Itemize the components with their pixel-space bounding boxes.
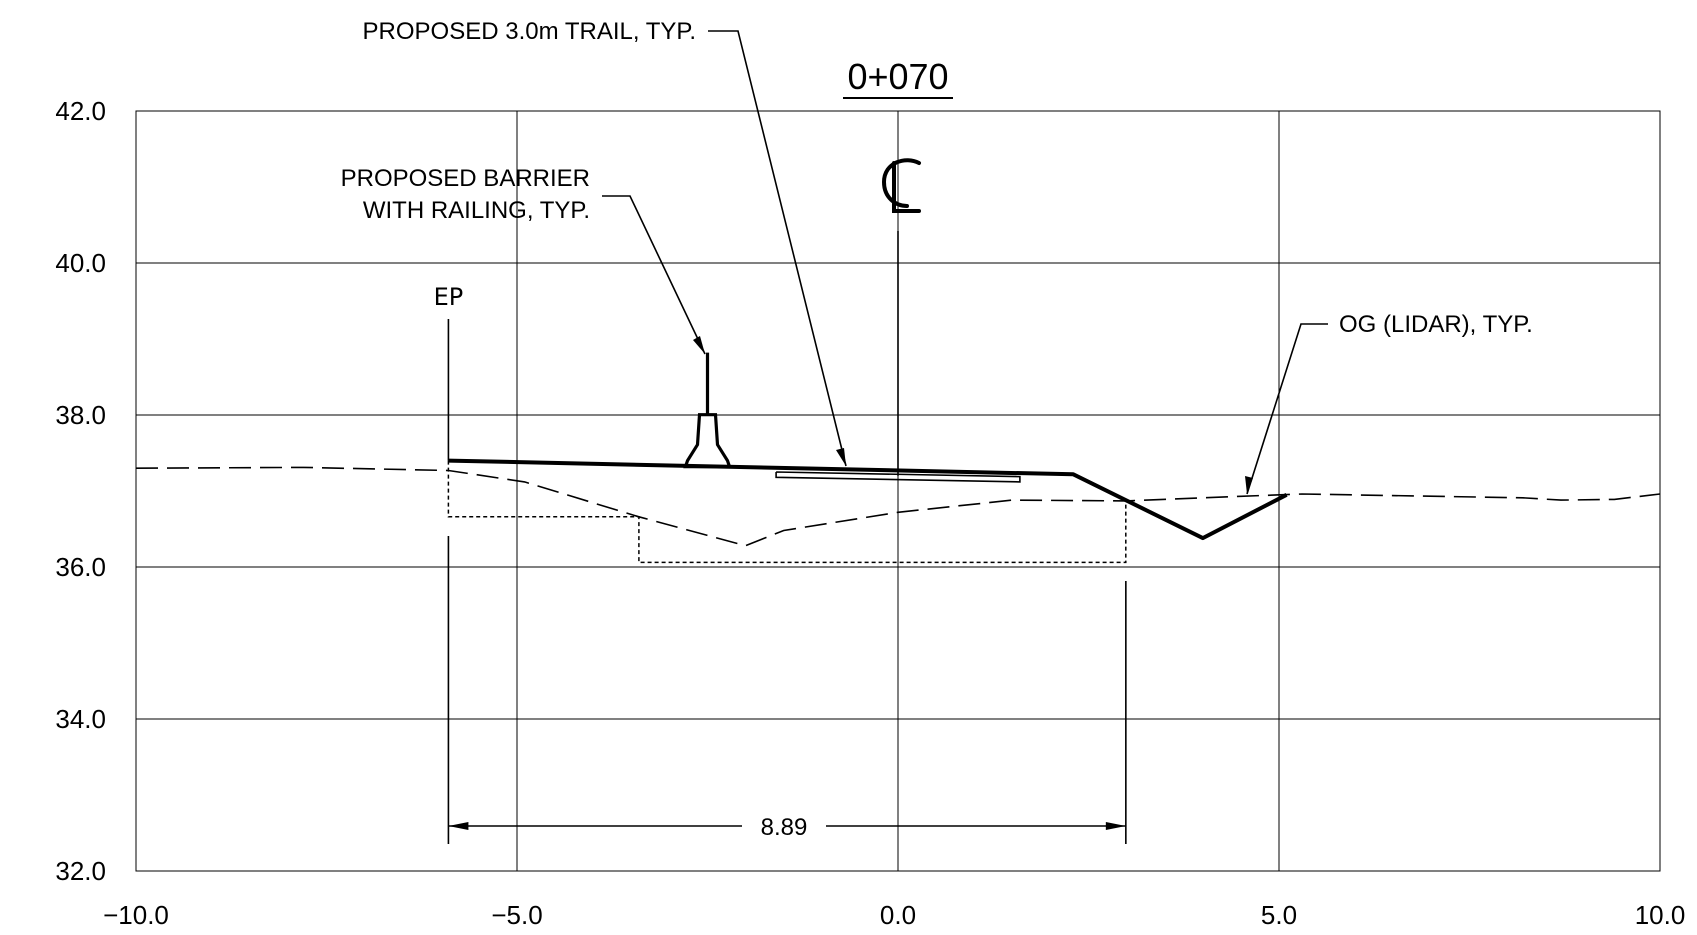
leader-og — [1246, 323, 1328, 495]
y-tick-label: 38.0 — [55, 400, 106, 430]
trail-line — [775, 471, 1021, 483]
y-tick-label: 42.0 — [55, 96, 106, 126]
leader-arrow-barrier — [693, 336, 705, 354]
callout-barrier-line1: PROPOSED BARRIER — [341, 165, 590, 192]
proposed-surface-line — [448, 458, 1288, 541]
barrier-with-railing — [683, 352, 732, 469]
centerline-symbol — [881, 158, 921, 213]
x-tick-label: 10.0 — [1635, 900, 1686, 930]
y-tick-label: 32.0 — [55, 856, 106, 886]
x-tick-label: −5.0 — [491, 900, 542, 930]
y-tick-label: 36.0 — [55, 552, 106, 582]
dimension-arrow-right — [1105, 822, 1126, 830]
ep-label: EP — [434, 283, 464, 311]
subgrade-line — [447, 460, 1127, 564]
section-lines — [135, 458, 1661, 564]
x-tick-label: −10.0 — [103, 900, 169, 930]
x-tick-label: 0.0 — [880, 900, 916, 930]
y-tick-label: 40.0 — [55, 248, 106, 278]
callout-trail: PROPOSED 3.0m TRAIL, TYP. — [363, 18, 696, 45]
x-tick-label: 5.0 — [1261, 900, 1297, 930]
gridlines — [136, 111, 1660, 871]
y-tick-labels: 32.0 34.0 36.0 38.0 40.0 42.0 — [55, 96, 106, 886]
x-tick-labels: −10.0 −5.0 0.0 5.0 10.0 — [103, 900, 1685, 930]
original-ground-line — [135, 466, 1661, 547]
station-title: 0+070 — [847, 56, 948, 97]
callout-og: OG (LIDAR), TYP. — [1339, 311, 1533, 338]
leader-trail — [708, 30, 847, 467]
dimension-value: 8.89 — [761, 814, 808, 841]
y-tick-label: 34.0 — [55, 704, 106, 734]
callout-barrier-line2: WITH RAILING, TYP. — [363, 197, 590, 224]
leader-barrier — [602, 195, 706, 355]
leader-arrow-trail — [836, 448, 846, 466]
dimension-arrow-left — [448, 822, 469, 830]
leader-arrow-og — [1245, 476, 1253, 494]
